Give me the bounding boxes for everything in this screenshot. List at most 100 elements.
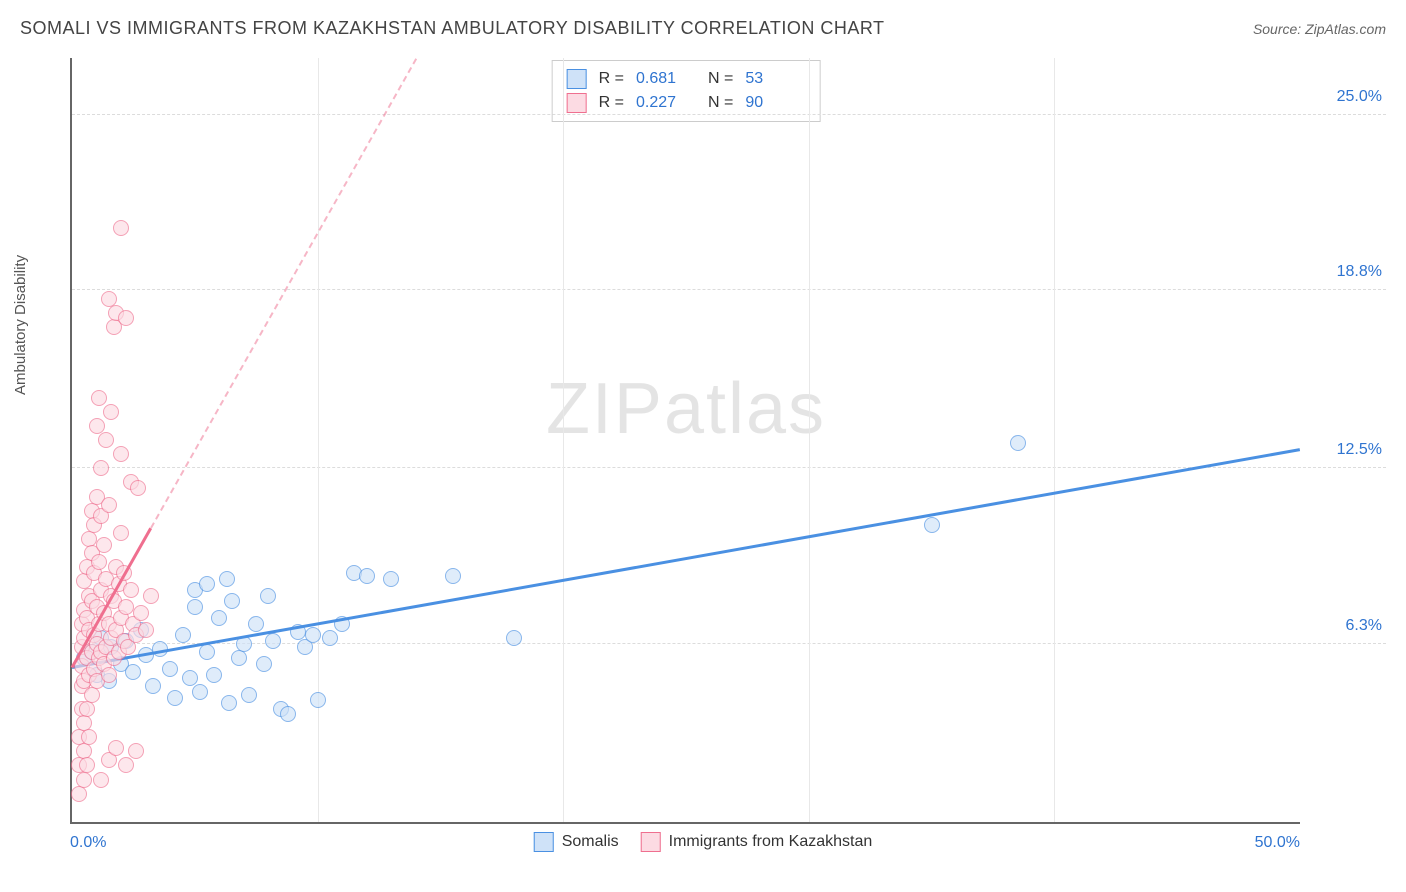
- data-point-somalis: [383, 571, 399, 587]
- data-point-somalis: [224, 593, 240, 609]
- data-point-kazakhstan: [130, 480, 146, 496]
- data-point-somalis: [241, 687, 257, 703]
- n-value-somalis: 53: [745, 70, 805, 88]
- data-point-somalis: [310, 692, 326, 708]
- data-point-kazakhstan: [71, 786, 87, 802]
- r-value-kazakhstan: 0.227: [636, 94, 696, 112]
- data-point-somalis: [192, 684, 208, 700]
- data-point-somalis: [221, 695, 237, 711]
- data-point-kazakhstan: [118, 757, 134, 773]
- legend-swatch-kazakhstan: [641, 832, 661, 852]
- data-point-somalis: [162, 661, 178, 677]
- data-point-somalis: [265, 633, 281, 649]
- data-point-somalis: [305, 627, 321, 643]
- data-point-somalis: [182, 670, 198, 686]
- watermark: ZIPatlas: [546, 368, 826, 450]
- source-prefix: Source:: [1253, 21, 1305, 37]
- data-point-somalis: [145, 678, 161, 694]
- source-attribution: Source: ZipAtlas.com: [1253, 21, 1386, 37]
- data-point-somalis: [256, 656, 272, 672]
- swatch-somalis: [567, 69, 587, 89]
- trendline-kazakhstan-extrapolated: [150, 59, 417, 529]
- data-point-somalis: [219, 571, 235, 587]
- legend-item-somalis: Somalis: [534, 832, 619, 852]
- y-tick-label: 6.3%: [1346, 617, 1382, 635]
- data-point-kazakhstan: [79, 757, 95, 773]
- gridline-horizontal: [72, 289, 1386, 290]
- data-point-kazakhstan: [108, 740, 124, 756]
- data-point-kazakhstan: [113, 446, 129, 462]
- data-point-kazakhstan: [91, 554, 107, 570]
- data-point-kazakhstan: [81, 729, 97, 745]
- data-point-kazakhstan: [143, 588, 159, 604]
- data-point-somalis: [280, 706, 296, 722]
- gridline-horizontal: [72, 114, 1386, 115]
- data-point-kazakhstan: [96, 537, 112, 553]
- data-point-somalis: [211, 610, 227, 626]
- data-point-kazakhstan: [133, 605, 149, 621]
- data-point-somalis: [248, 616, 264, 632]
- legend-label-kazakhstan: Immigrants from Kazakhstan: [669, 833, 873, 851]
- gridline-vertical: [809, 58, 810, 822]
- data-point-kazakhstan: [128, 743, 144, 759]
- data-point-kazakhstan: [93, 772, 109, 788]
- data-point-kazakhstan: [101, 497, 117, 513]
- gridline-vertical: [563, 58, 564, 822]
- stats-row-kazakhstan: R = 0.227 N = 90: [567, 91, 806, 115]
- data-point-kazakhstan: [84, 687, 100, 703]
- data-point-somalis: [260, 588, 276, 604]
- x-axis-min-label: 0.0%: [70, 834, 106, 852]
- r-value-somalis: 0.681: [636, 70, 696, 88]
- data-point-kazakhstan: [91, 390, 107, 406]
- data-point-kazakhstan: [93, 460, 109, 476]
- data-point-kazakhstan: [98, 432, 114, 448]
- r-label: R =: [599, 70, 624, 88]
- data-point-somalis: [1010, 435, 1026, 451]
- data-point-somalis: [231, 650, 247, 666]
- plot-area: ZIPatlas R =0.681N =53R =0.227N =90 6.3%…: [70, 58, 1300, 824]
- n-value-kazakhstan: 90: [745, 94, 805, 112]
- n-label: N =: [708, 70, 733, 88]
- data-point-kazakhstan: [89, 418, 105, 434]
- legend-label-somalis: Somalis: [562, 833, 619, 851]
- data-point-somalis: [506, 630, 522, 646]
- legend-swatch-somalis: [534, 832, 554, 852]
- chart-legend: Somalis Immigrants from Kazakhstan: [534, 832, 873, 852]
- chart-title: SOMALI VS IMMIGRANTS FROM KAZAKHSTAN AMB…: [20, 18, 885, 39]
- y-tick-label: 18.8%: [1337, 263, 1382, 281]
- legend-item-kazakhstan: Immigrants from Kazakhstan: [641, 832, 873, 852]
- watermark-atlas: atlas: [664, 369, 826, 449]
- data-point-kazakhstan: [118, 599, 134, 615]
- data-point-somalis: [322, 630, 338, 646]
- data-point-kazakhstan: [118, 310, 134, 326]
- data-point-somalis: [924, 517, 940, 533]
- data-point-kazakhstan: [101, 667, 117, 683]
- data-point-kazakhstan: [113, 525, 129, 541]
- data-point-kazakhstan: [76, 772, 92, 788]
- data-point-somalis: [359, 568, 375, 584]
- data-point-somalis: [199, 644, 215, 660]
- y-tick-label: 12.5%: [1337, 441, 1382, 459]
- data-point-somalis: [167, 690, 183, 706]
- data-point-somalis: [125, 664, 141, 680]
- correlation-scatter-chart: Ambulatory Disability ZIPatlas R =0.681N…: [20, 58, 1386, 872]
- data-point-kazakhstan: [113, 220, 129, 236]
- trendline-somalis: [72, 449, 1301, 670]
- y-tick-label: 25.0%: [1337, 88, 1382, 106]
- data-point-kazakhstan: [103, 404, 119, 420]
- r-label: R =: [599, 94, 624, 112]
- data-point-somalis: [175, 627, 191, 643]
- data-point-kazakhstan: [79, 701, 95, 717]
- data-point-somalis: [206, 667, 222, 683]
- x-axis-max-label: 50.0%: [1255, 834, 1300, 852]
- data-point-somalis: [445, 568, 461, 584]
- stats-row-somalis: R = 0.681 N = 53: [567, 67, 806, 91]
- data-point-kazakhstan: [138, 622, 154, 638]
- y-axis-label: Ambulatory Disability: [12, 255, 29, 395]
- data-point-somalis: [187, 599, 203, 615]
- data-point-kazakhstan: [123, 582, 139, 598]
- n-label: N =: [708, 94, 733, 112]
- swatch-kazakhstan: [567, 93, 587, 113]
- data-point-somalis: [199, 576, 215, 592]
- source-link[interactable]: ZipAtlas.com: [1305, 21, 1386, 37]
